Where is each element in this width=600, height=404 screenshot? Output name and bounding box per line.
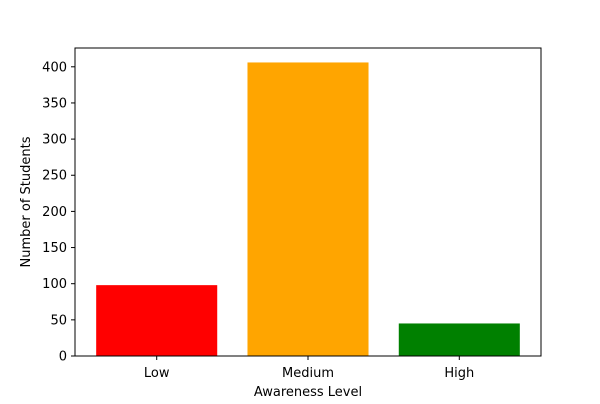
y-tick-label: 50 (50, 313, 67, 328)
x-axis-label: Awareness Level (254, 385, 362, 400)
bar-medium (247, 62, 369, 357)
y-tick-label: 350 (42, 96, 67, 111)
y-tick-label: 100 (42, 277, 67, 292)
y-tick-label: 250 (42, 169, 67, 184)
x-tick-label: High (444, 366, 474, 381)
y-tick-label: 150 (42, 241, 67, 256)
y-tick-label: 0 (59, 350, 67, 365)
x-tick-label: Medium (282, 366, 334, 381)
y-axis-label: Number of Students (19, 136, 34, 267)
bar-high (398, 323, 520, 356)
bar-low (96, 285, 218, 356)
y-tick-label: 300 (42, 133, 67, 148)
bars-group (96, 62, 520, 357)
plot-area-frame (74, 47, 542, 357)
x-axis-ticks: Low Medium High (144, 356, 474, 381)
y-axis-ticks: 0 50 100 150 200 250 300 350 400 (42, 60, 75, 365)
x-tick-label: Low (144, 366, 170, 381)
y-tick-label: 200 (42, 205, 67, 220)
y-tick-label: 400 (42, 60, 67, 75)
